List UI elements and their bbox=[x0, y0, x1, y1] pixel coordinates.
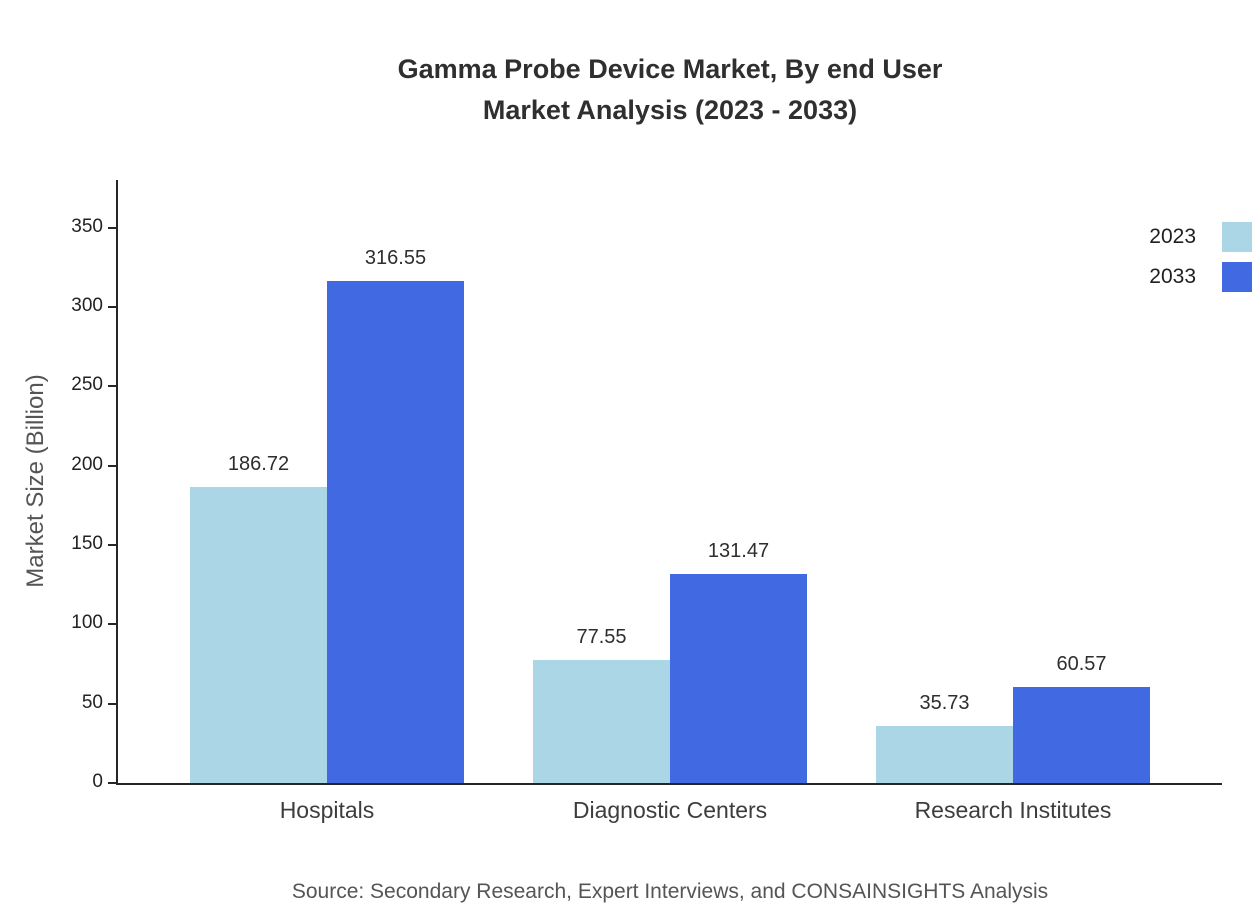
bar-2023-research-institutes bbox=[876, 726, 1013, 783]
bar-2033-diagnostic-centers bbox=[670, 574, 807, 783]
y-tick-label: 100 bbox=[71, 612, 103, 634]
y-tick-mark bbox=[108, 305, 116, 308]
bar-2033-hospitals bbox=[327, 280, 464, 783]
bar-2023-hospitals bbox=[190, 486, 327, 783]
bar-value-label: 35.73 bbox=[919, 692, 970, 715]
y-axis-line bbox=[116, 180, 118, 785]
y-tick-mark bbox=[108, 543, 116, 546]
category-label: Research Institutes bbox=[914, 797, 1112, 823]
y-tick-mark bbox=[108, 464, 116, 467]
source-note: Source: Secondary Research, Expert Inter… bbox=[291, 880, 1049, 903]
y-tick-mark bbox=[108, 702, 116, 705]
category-label: Diagnostic Centers bbox=[572, 797, 768, 823]
legend-item-2033: 2033 bbox=[1149, 262, 1252, 292]
legend: 2023 2033 bbox=[1149, 222, 1252, 292]
y-tick-mark bbox=[108, 623, 116, 626]
bar-value-label: 316.55 bbox=[364, 246, 427, 269]
chart-title-line1: Gamma Probe Device Market, By end User bbox=[397, 54, 943, 84]
bar-2023-diagnostic-centers bbox=[533, 659, 670, 783]
y-tick-mark bbox=[108, 226, 116, 229]
y-tick-label: 350 bbox=[71, 215, 103, 237]
y-tick-mark bbox=[108, 782, 116, 784]
y-tick-mark bbox=[108, 385, 116, 388]
y-tick-label: 0 bbox=[92, 771, 103, 792]
legend-swatch bbox=[1222, 262, 1252, 292]
bar-2033-research-institutes bbox=[1013, 686, 1150, 783]
y-tick-label: 50 bbox=[81, 691, 103, 713]
y-tick-label: 300 bbox=[71, 294, 103, 316]
y-tick-label: 250 bbox=[71, 374, 103, 396]
legend-item-2023: 2023 bbox=[1149, 222, 1252, 252]
bar-value-label: 77.55 bbox=[576, 625, 627, 648]
bar-value-label: 186.72 bbox=[227, 452, 290, 475]
x-axis-line bbox=[116, 783, 1222, 785]
y-axis-label: Market Size (Billion) bbox=[22, 374, 49, 588]
legend-label: 2033 bbox=[1149, 265, 1196, 288]
y-tick-label: 150 bbox=[71, 532, 103, 554]
bar-value-label: 60.57 bbox=[1056, 652, 1107, 675]
category-label: Hospitals bbox=[279, 797, 375, 823]
y-tick-label: 200 bbox=[71, 453, 103, 475]
legend-swatch bbox=[1222, 222, 1252, 252]
legend-label: 2023 bbox=[1149, 225, 1196, 248]
bar-value-label: 131.47 bbox=[707, 540, 770, 563]
chart-title-line2: Market Analysis (2023 - 2033) bbox=[482, 95, 858, 125]
chart-title: Gamma Probe Device Market, By end User M… bbox=[80, 49, 1260, 131]
plot-area: 0 50 100 150 200 250 300 350 186.72 316.55 Hospita… bbox=[71, 180, 1222, 823]
